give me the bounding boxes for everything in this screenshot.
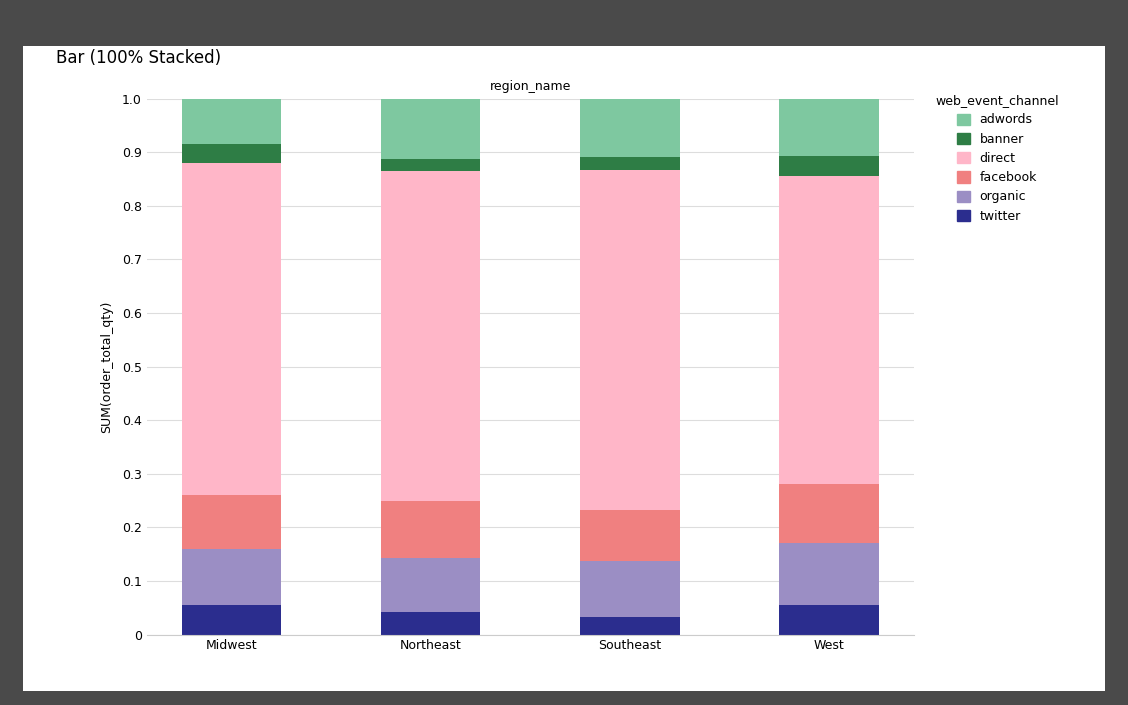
Bar (182, 605, 281, 634)
Bar (381, 558, 481, 612)
Bar (779, 544, 879, 605)
Bar (580, 618, 679, 634)
Bar (779, 156, 879, 176)
Bar (779, 605, 879, 634)
Bar (381, 171, 481, 501)
Bar (381, 99, 481, 159)
Bar (779, 176, 879, 484)
Bar (779, 99, 879, 156)
Bar (580, 561, 679, 618)
Bar (182, 163, 281, 495)
X-axis label: region_name: region_name (490, 80, 571, 93)
Legend: adwords, banner, direct, facebook, organic, twitter: adwords, banner, direct, facebook, organ… (935, 94, 1059, 223)
Bar (381, 501, 481, 558)
Bar (381, 612, 481, 634)
Text: Bar (100% Stacked): Bar (100% Stacked) (56, 49, 221, 68)
Bar (381, 159, 481, 171)
Y-axis label: SUM(order_total_qty): SUM(order_total_qty) (100, 300, 114, 433)
Bar (182, 99, 281, 145)
Bar (580, 99, 679, 157)
Bar (182, 495, 281, 548)
Bar (580, 170, 679, 510)
Bar (580, 157, 679, 170)
Bar (779, 484, 879, 544)
Bar (182, 548, 281, 605)
Bar (580, 510, 679, 561)
Bar (182, 145, 281, 163)
